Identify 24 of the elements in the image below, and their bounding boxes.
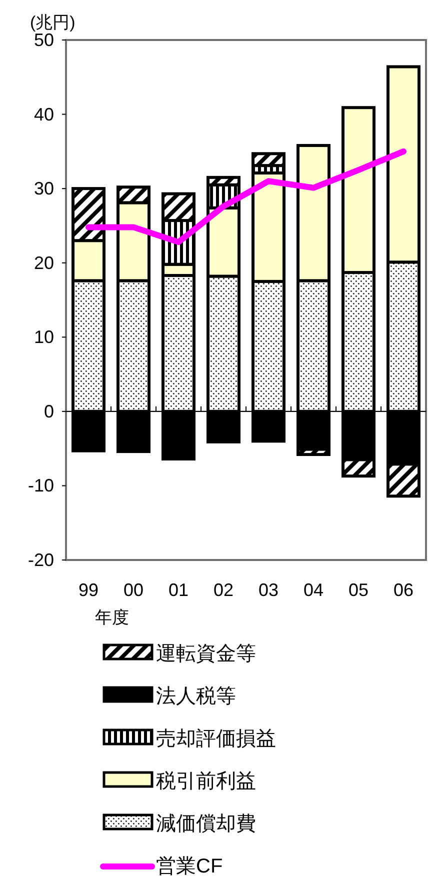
- x-tick-label: 99: [78, 580, 99, 600]
- y-axis-title: (兆円): [30, 13, 76, 32]
- legend-label: 減価償却費: [156, 813, 256, 835]
- legend-label: 売却評価損益: [156, 728, 276, 750]
- y-tick-label: 20: [34, 252, 54, 273]
- legend-label: 運転資金等: [156, 643, 256, 665]
- x-tick-label: 02: [213, 580, 234, 600]
- x-tick-label: 06: [393, 580, 414, 600]
- x-tick-label: 03: [258, 580, 279, 600]
- x-tick-label: 00: [123, 580, 144, 600]
- x-tick-label: 04: [303, 580, 324, 600]
- x-axis-title: 年度: [95, 608, 129, 627]
- x-tick-label: 01: [168, 580, 189, 600]
- y-tick-label: 10: [34, 327, 54, 348]
- x-tick-label: 05: [348, 580, 369, 600]
- legend-label: 法人税等: [156, 686, 236, 708]
- y-tick-label: 50: [34, 30, 54, 50]
- y-tick-label: 40: [34, 104, 54, 124]
- y-tick-label: -10: [28, 476, 54, 496]
- legend-label: 営業CF: [156, 856, 223, 878]
- legend-label: 税引前利益: [156, 770, 256, 792]
- y-tick-label: -20: [28, 550, 54, 570]
- y-tick-label: 0: [44, 401, 54, 422]
- y-tick-label: 30: [34, 178, 54, 199]
